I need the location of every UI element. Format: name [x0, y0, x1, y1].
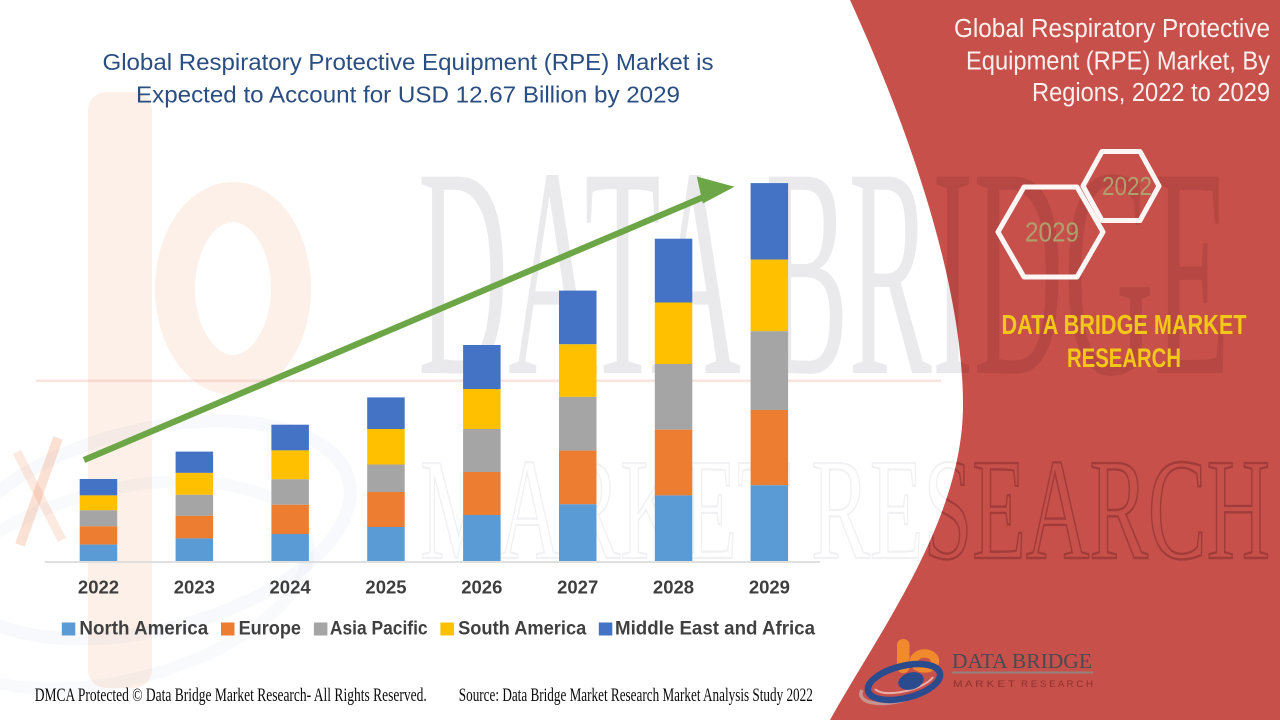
svg-text:DATA BRIDGE: DATA BRIDGE — [952, 649, 1092, 673]
svg-text:Global Respiratory Protective: Global Respiratory Protective — [954, 15, 1270, 43]
svg-text:2027: 2027 — [557, 577, 598, 598]
svg-text:Source: Data Bridge Market Res: Source: Data Bridge Market Research Mark… — [459, 685, 813, 706]
svg-text:2026: 2026 — [461, 577, 502, 598]
svg-text:DATA BRIDGE MARKET: DATA BRIDGE MARKET — [1002, 309, 1247, 340]
svg-text:2024: 2024 — [270, 577, 312, 598]
svg-text:Global Respiratory Protective: Global Respiratory Protective Equipment … — [103, 49, 714, 75]
svg-text:Europe: Europe — [239, 618, 302, 640]
svg-text:M A R K E T: M A R K E T — [953, 679, 1015, 690]
svg-text:Expected to Account for USD 12: Expected to Account for USD 12.67 Billio… — [136, 82, 680, 108]
svg-text:2029: 2029 — [749, 577, 790, 598]
svg-text:South America: South America — [458, 618, 586, 640]
svg-text:2028: 2028 — [653, 577, 694, 598]
svg-text:Asia Pacific: Asia Pacific — [330, 618, 428, 640]
svg-text:2029: 2029 — [1025, 217, 1079, 248]
svg-text:Equipment (RPE) Market, By: Equipment (RPE) Market, By — [966, 48, 1270, 76]
svg-text:2022: 2022 — [1102, 171, 1152, 201]
svg-text:2025: 2025 — [365, 577, 406, 598]
svg-text:Middle East and Africa: Middle East and Africa — [615, 618, 815, 640]
svg-text:R E S E A R C H: R E S E A R C H — [1021, 679, 1093, 690]
svg-text:2023: 2023 — [174, 577, 215, 598]
svg-text:DMCA Protected © Data Bridge M: DMCA Protected © Data Bridge Market Rese… — [35, 685, 427, 706]
svg-text:Regions, 2022 to 2029: Regions, 2022 to 2029 — [1032, 79, 1270, 107]
svg-text:North America: North America — [79, 618, 208, 640]
svg-text:2022: 2022 — [78, 577, 119, 598]
svg-text:RESEARCH: RESEARCH — [1067, 343, 1181, 373]
